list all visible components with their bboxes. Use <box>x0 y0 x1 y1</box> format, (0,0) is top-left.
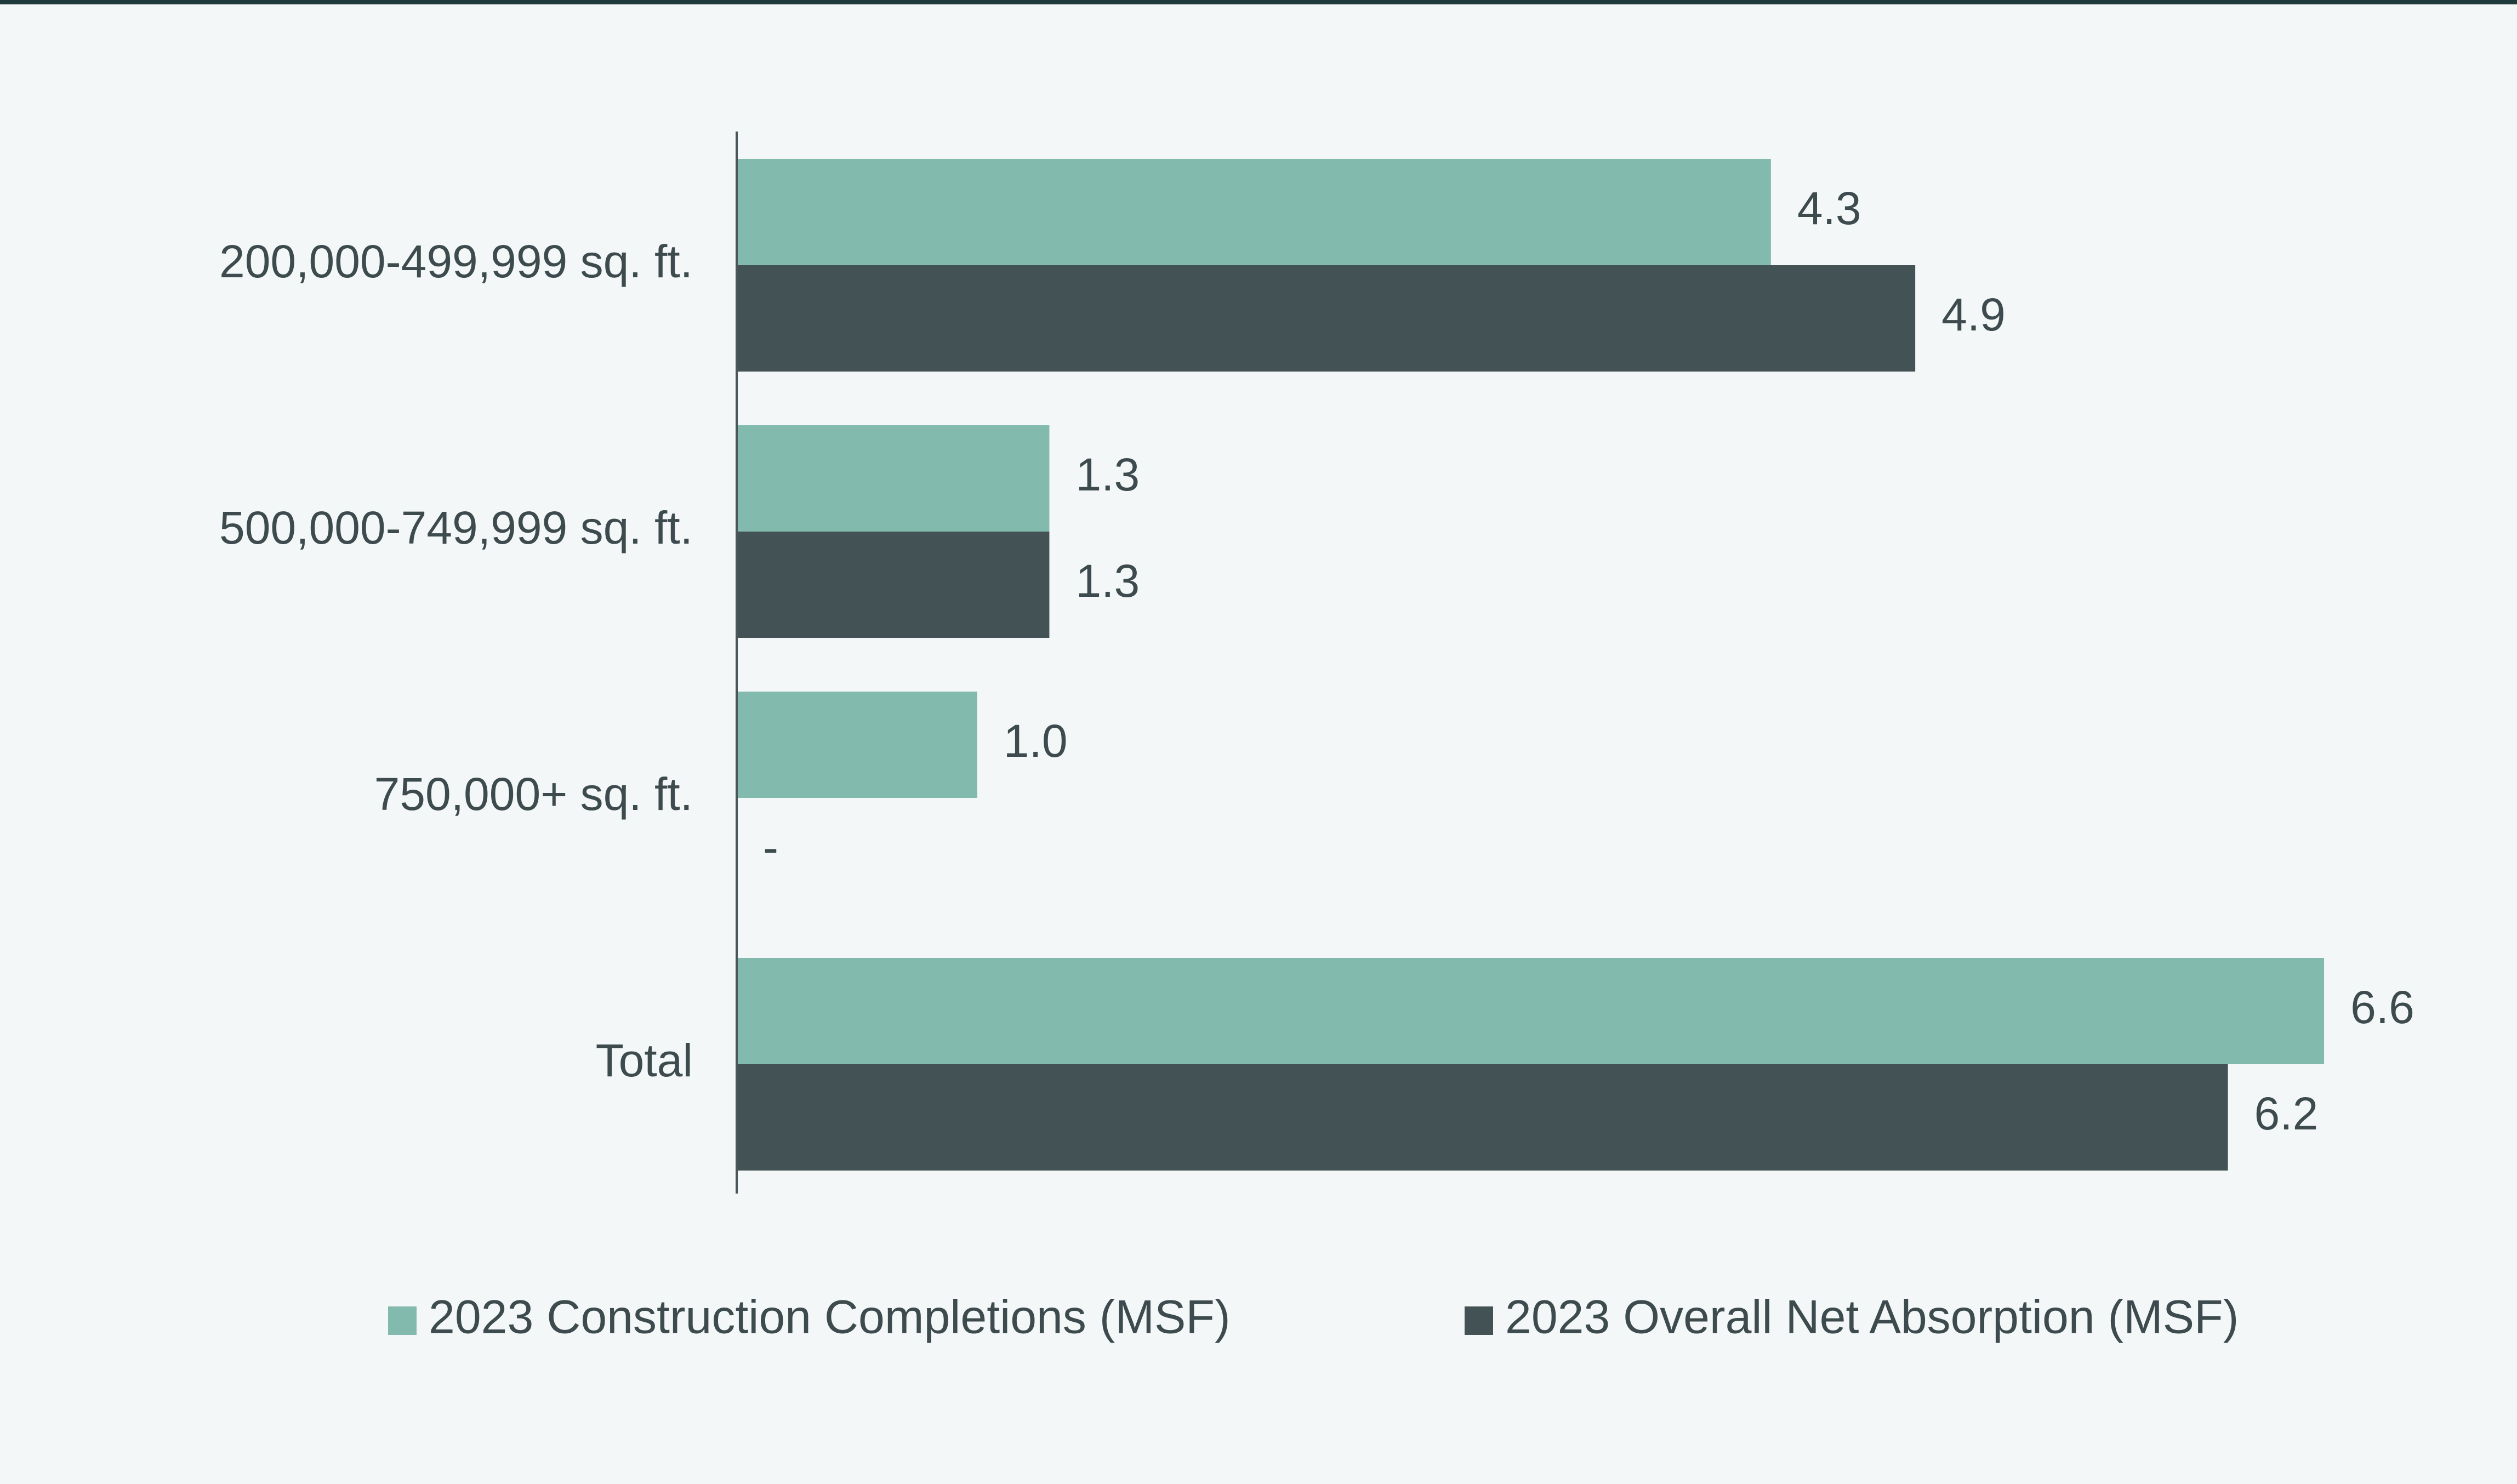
legend-swatch <box>1465 1306 1493 1335</box>
category-label: 750,000+ sq. ft. <box>374 768 693 820</box>
data-label: 1.3 <box>1075 449 1140 500</box>
category-label: 500,000-749,999 sq. ft. <box>219 502 693 553</box>
category-label: Total <box>596 1035 693 1086</box>
bar-construction-completions <box>737 159 1771 265</box>
category-label: 200,000-499,999 sq. ft. <box>219 236 693 287</box>
data-label: 4.9 <box>1941 289 2006 340</box>
legend-label: 2023 Construction Completions (MSF) <box>429 1291 1231 1344</box>
bars <box>737 159 2325 1171</box>
bar-net-absorption <box>737 1064 2228 1171</box>
data-label: 6.6 <box>2350 981 2415 1033</box>
bar-construction-completions <box>737 425 1050 532</box>
data-label: 4.3 <box>1797 182 1861 234</box>
bar-net-absorption <box>737 532 1050 638</box>
bar-construction-completions <box>737 958 2325 1064</box>
category-labels: 200,000-499,999 sq. ft. 500,000-749,999 s… <box>219 236 693 1086</box>
legend: 2023 Construction Completions (MSF) 2023 … <box>388 1291 2239 1344</box>
data-label: 1.3 <box>1075 555 1140 607</box>
bar-construction-completions <box>737 692 977 798</box>
data-label: - <box>763 821 778 873</box>
data-label: 1.0 <box>1004 715 1068 767</box>
legend-label: 2023 Overall Net Absorption (MSF) <box>1505 1291 2239 1344</box>
legend-swatch <box>388 1306 417 1335</box>
value-labels: 4.3 4.9 1.3 1.3 1.0 - 6.6 6.2 <box>763 182 2415 1139</box>
top-rule <box>0 0 2517 4</box>
data-label: 6.2 <box>2254 1088 2319 1139</box>
bar-net-absorption <box>737 265 1916 372</box>
